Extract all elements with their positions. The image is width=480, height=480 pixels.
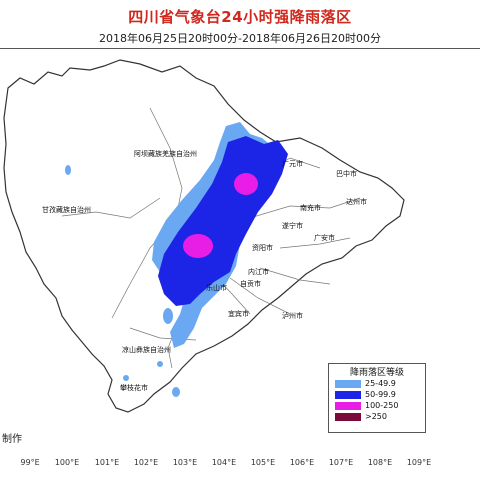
legend-item: >250 xyxy=(335,411,425,422)
place-label: 甘孜藏族自治州 xyxy=(42,205,91,214)
legend-item: 25-49.9 xyxy=(335,378,425,389)
legend-label: >250 xyxy=(365,412,387,421)
map-frame xyxy=(0,48,480,456)
axis-tick: 99°E xyxy=(20,458,40,467)
legend-label: 25-49.9 xyxy=(365,379,396,388)
map-subtitle: 2018年06月25日20时00分-2018年06月26日20时00分 xyxy=(99,32,381,45)
place-label: 巴中市 xyxy=(336,169,357,178)
legend-label: 100-250 xyxy=(365,401,399,410)
longitude-axis: 99°E 100°E 101°E 102°E 103°E 104°E 105°E… xyxy=(0,454,480,480)
rain-spot xyxy=(172,387,180,397)
rain-zone-100-250-south xyxy=(183,234,213,258)
legend-swatch xyxy=(335,390,361,399)
place-label: 资阳市 xyxy=(252,243,273,252)
rain-spot xyxy=(65,165,71,175)
axis-tick: 106°E xyxy=(289,458,315,467)
legend-swatch xyxy=(335,401,361,410)
place-label: 南充市 xyxy=(300,203,321,212)
axis-tick: 102°E xyxy=(133,458,159,467)
place-label: 攀枝花市 xyxy=(120,383,148,392)
place-label: 乐山市 xyxy=(206,283,227,292)
sichuan-map: 阿坝藏族羌族自治州 甘孜藏族自治州 凉山彝族自治州 攀枝花市 广元市 巴中市 达… xyxy=(3,59,405,413)
axis-tick: 108°E xyxy=(367,458,393,467)
rain-spot xyxy=(157,361,163,367)
place-label: 自贡市 xyxy=(240,279,261,288)
legend: 降雨落区等级 25-49.9 50-99.9 100-250 >250 xyxy=(328,363,426,433)
place-label: 凉山彝族自治州 xyxy=(122,345,171,354)
legend-title: 降雨落区等级 xyxy=(349,368,404,378)
axis-tick: 107°E xyxy=(328,458,354,467)
place-label: 内江市 xyxy=(248,267,269,276)
legend-swatch xyxy=(335,412,361,421)
legend-item: 100-250 xyxy=(335,400,425,411)
axis-tick: 101°E xyxy=(94,458,120,467)
axis-tick: 104°E xyxy=(211,458,237,467)
place-label: 宜宾市 xyxy=(228,309,249,318)
axis-tick: 100°E xyxy=(54,458,80,467)
map-title: 四川省气象台24小时强降雨落区 xyxy=(128,8,352,26)
place-label: 广安市 xyxy=(314,233,335,242)
rain-zone-100-250-north xyxy=(234,173,258,195)
place-label: 达州市 xyxy=(346,197,367,206)
legend-swatch xyxy=(335,379,361,388)
axis-tick: 105°E xyxy=(250,458,276,467)
place-label: 遂宁市 xyxy=(282,221,303,230)
axis-tick: 103°E xyxy=(172,458,198,467)
place-labels: 阿坝藏族羌族自治州 甘孜藏族自治州 凉山彝族自治州 攀枝花市 广元市 巴中市 达… xyxy=(42,149,367,392)
axis-tick: 109°E xyxy=(406,458,432,467)
rain-spot xyxy=(163,308,173,324)
rain-spot xyxy=(123,375,129,381)
legend-item: 50-99.9 xyxy=(335,389,425,400)
place-label: 泸州市 xyxy=(282,311,303,320)
legend-label: 50-99.9 xyxy=(365,390,396,399)
place-label: 广元市 xyxy=(282,159,303,168)
credit-text: 制作 xyxy=(2,434,22,445)
place-label: 阿坝藏族羌族自治州 xyxy=(134,149,197,158)
